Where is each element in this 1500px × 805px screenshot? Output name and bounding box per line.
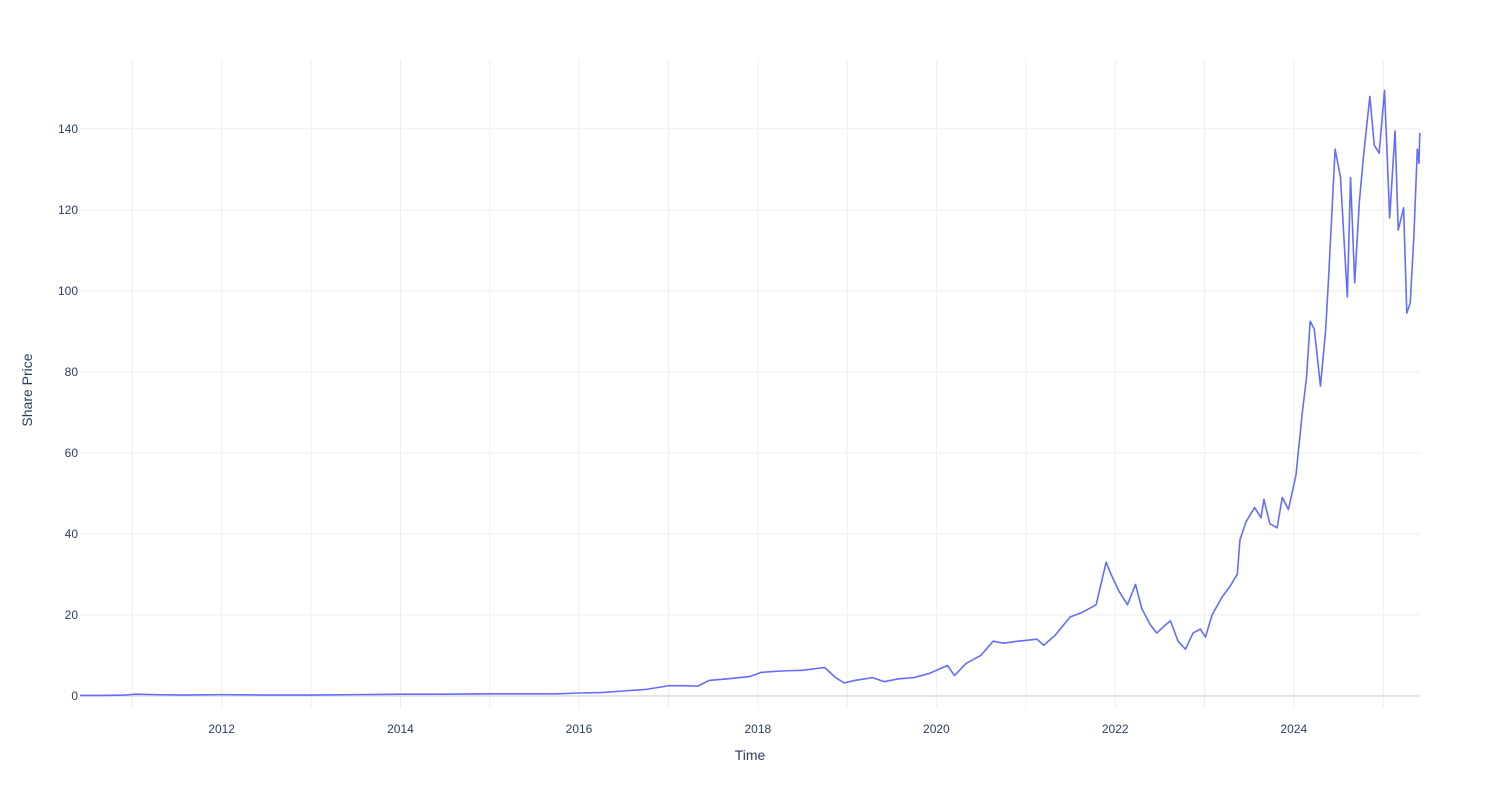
gridlines [80,60,1420,708]
tick-labels: 2012 2014 2016 2018 2020 2022 2024 0 20 40 60 80 100… [58,122,1307,736]
y-tick-label: 80 [65,365,79,379]
y-tick-label: 140 [58,122,78,136]
x-tick-label: 2020 [923,722,950,736]
x-tick-label: 2018 [744,722,771,736]
x-tick-label: 2014 [387,722,414,736]
y-tick-label: 120 [58,203,78,217]
x-tick-label: 2022 [1102,722,1129,736]
y-tick-label: 40 [65,527,79,541]
y-tick-label: 0 [71,689,78,703]
x-tick-label: 2024 [1280,722,1307,736]
y-tick-label: 20 [65,608,79,622]
y-tick-label: 100 [58,284,78,298]
x-tick-label: 2012 [208,722,235,736]
series-line [80,89,1421,697]
y-tick-label: 60 [65,446,79,460]
x-axis-title: Time [735,747,766,763]
x-tick-label: 2016 [566,722,593,736]
series-layer [80,89,1421,697]
y-axis-title: Share Price [19,353,35,426]
